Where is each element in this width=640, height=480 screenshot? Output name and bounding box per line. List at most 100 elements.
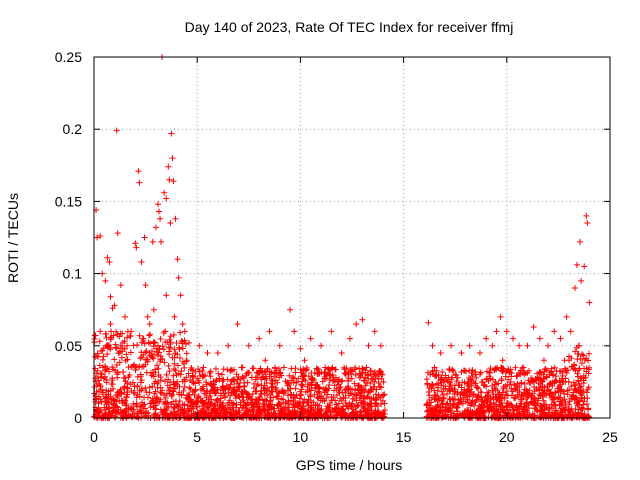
data-point — [364, 379, 371, 386]
data-point — [432, 392, 439, 399]
data-point — [142, 405, 149, 412]
data-point — [563, 313, 570, 320]
data-point — [97, 406, 104, 413]
data-point — [503, 400, 510, 407]
data-point — [245, 369, 252, 376]
data-point — [537, 402, 544, 409]
data-point — [171, 313, 178, 320]
data-point — [237, 399, 244, 406]
data-point — [380, 378, 387, 385]
y-tick-label: 0.2 — [63, 121, 83, 137]
data-point — [289, 408, 296, 415]
data-point — [316, 384, 323, 391]
data-point — [286, 372, 293, 379]
data-point — [157, 335, 164, 342]
data-point — [246, 369, 253, 376]
data-point — [523, 407, 530, 414]
data-point — [459, 379, 466, 386]
data-point — [521, 371, 528, 378]
data-point — [264, 406, 271, 413]
data-point — [321, 414, 328, 421]
data-point — [111, 404, 118, 411]
data-point — [157, 389, 164, 396]
data-point — [163, 195, 170, 202]
data-point — [458, 384, 465, 391]
data-point — [473, 374, 480, 381]
data-point — [263, 375, 270, 382]
data-point — [252, 388, 259, 395]
data-point — [275, 365, 282, 372]
data-point — [577, 238, 584, 245]
data-point — [186, 384, 193, 391]
data-point — [160, 346, 167, 353]
data-point — [438, 379, 445, 386]
data-point — [362, 401, 369, 408]
data-point — [196, 342, 203, 349]
data-point — [121, 345, 128, 352]
data-point — [571, 285, 578, 292]
data-point — [531, 394, 538, 401]
data-point — [293, 379, 300, 386]
data-point — [255, 370, 262, 377]
data-point — [112, 367, 119, 374]
data-point — [259, 397, 266, 404]
data-point — [157, 406, 164, 413]
data-point — [524, 391, 531, 398]
data-point — [429, 413, 436, 420]
data-point — [166, 385, 173, 392]
data-point — [133, 394, 140, 401]
data-point — [311, 414, 318, 421]
data-point — [489, 342, 496, 349]
data-point — [341, 370, 348, 377]
data-point — [435, 380, 442, 387]
data-point — [203, 410, 210, 417]
data-point — [142, 385, 149, 392]
data-point — [141, 340, 148, 347]
data-point — [586, 350, 593, 357]
data-point — [551, 379, 558, 386]
data-point — [429, 368, 436, 375]
data-point — [167, 344, 174, 351]
data-point — [558, 368, 565, 375]
data-point — [107, 321, 114, 328]
data-point — [455, 399, 462, 406]
data-point — [182, 341, 189, 348]
data-point — [288, 365, 295, 372]
data-point — [579, 405, 586, 412]
data-point — [106, 259, 113, 266]
data-point — [207, 373, 214, 380]
data-point — [356, 365, 363, 372]
data-point — [513, 373, 520, 380]
data-point — [124, 334, 131, 341]
data-point — [559, 372, 566, 379]
data-point — [166, 390, 173, 397]
data-point — [233, 401, 240, 408]
data-point — [367, 400, 374, 407]
data-point — [543, 374, 550, 381]
data-point — [159, 343, 166, 350]
data-point — [260, 374, 267, 381]
data-point — [223, 382, 230, 389]
data-point — [487, 365, 494, 372]
data-point — [441, 407, 448, 414]
data-point — [99, 356, 106, 363]
data-point — [491, 381, 498, 388]
data-point — [361, 386, 368, 393]
data-point — [290, 375, 297, 382]
data-point — [119, 397, 126, 404]
data-point — [521, 380, 528, 387]
data-point — [570, 410, 577, 417]
data-point — [158, 238, 165, 245]
data-point — [297, 366, 304, 373]
data-point — [425, 319, 432, 326]
data-point — [497, 313, 504, 320]
data-point — [217, 392, 224, 399]
data-point — [291, 402, 298, 409]
data-point — [321, 398, 328, 405]
data-point — [363, 364, 370, 371]
data-point — [99, 386, 106, 393]
data-point — [180, 410, 187, 417]
data-point — [538, 413, 545, 420]
data-point — [127, 381, 134, 388]
data-point — [379, 371, 386, 378]
